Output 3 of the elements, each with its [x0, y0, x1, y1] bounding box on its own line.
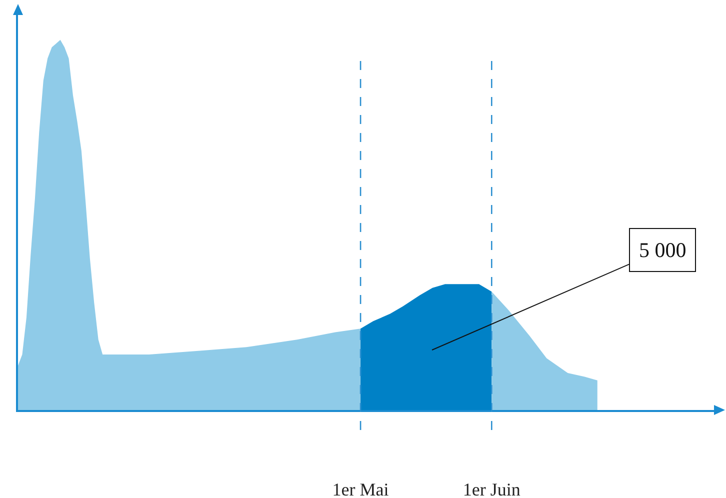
x-tick-label: 1er Mai	[332, 480, 389, 498]
x-tick-label: 1er Juin	[462, 480, 520, 498]
annotation: 5 000	[639, 238, 686, 262]
